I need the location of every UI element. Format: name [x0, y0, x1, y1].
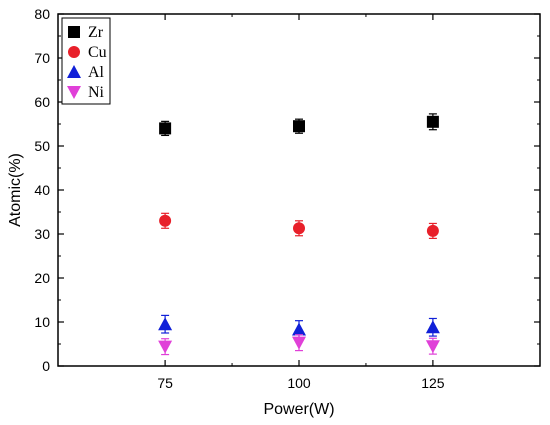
y-tick-label: 10 — [34, 314, 50, 330]
y-tick-label: 40 — [34, 182, 50, 198]
y-tick-label: 50 — [34, 138, 50, 154]
legend-marker-al — [67, 65, 81, 78]
data-point-zr — [293, 120, 305, 133]
x-axis-title: Power(W) — [263, 401, 334, 418]
data-point-zr — [426, 115, 439, 128]
x-tick-label: 100 — [287, 375, 311, 391]
data-point-zr — [159, 122, 172, 135]
y-axis-ticks: 0 10 20 30 40 50 60 70 80 — [34, 6, 540, 374]
data-points — [158, 113, 440, 356]
y-tick-label: 80 — [34, 6, 50, 22]
legend-marker-zr — [68, 26, 80, 38]
legend: Zr Cu Al Ni — [61, 17, 111, 105]
data-point-cu — [426, 224, 439, 237]
data-point-al — [158, 317, 173, 331]
y-tick-label: 70 — [34, 50, 50, 66]
x-tick-label: 125 — [421, 375, 445, 391]
data-point-ni — [425, 340, 440, 354]
legend-marker-ni — [67, 86, 81, 99]
legend-label: Al — [88, 64, 105, 81]
data-point-cu — [159, 214, 172, 227]
plot-area — [57, 13, 541, 367]
x-axis-ticks: 75 100 125 — [157, 14, 445, 391]
legend-marker-cu — [68, 46, 80, 58]
data-point-cu — [293, 222, 305, 235]
y-axis-title: Atomic(%) — [7, 153, 24, 227]
y-tick-label: 0 — [42, 358, 50, 374]
data-point-al — [425, 320, 440, 334]
legend-label: Ni — [88, 84, 105, 101]
data-point-al — [292, 322, 306, 336]
data-point-ni — [292, 336, 306, 350]
data-point-ni — [158, 340, 173, 354]
y-tick-label: 60 — [34, 94, 50, 110]
legend-label: Zr — [88, 24, 104, 41]
y-tick-label: 30 — [34, 226, 50, 242]
x-tick-label: 75 — [157, 375, 173, 391]
y-tick-label: 20 — [34, 270, 50, 286]
legend-label: Cu — [88, 44, 107, 61]
